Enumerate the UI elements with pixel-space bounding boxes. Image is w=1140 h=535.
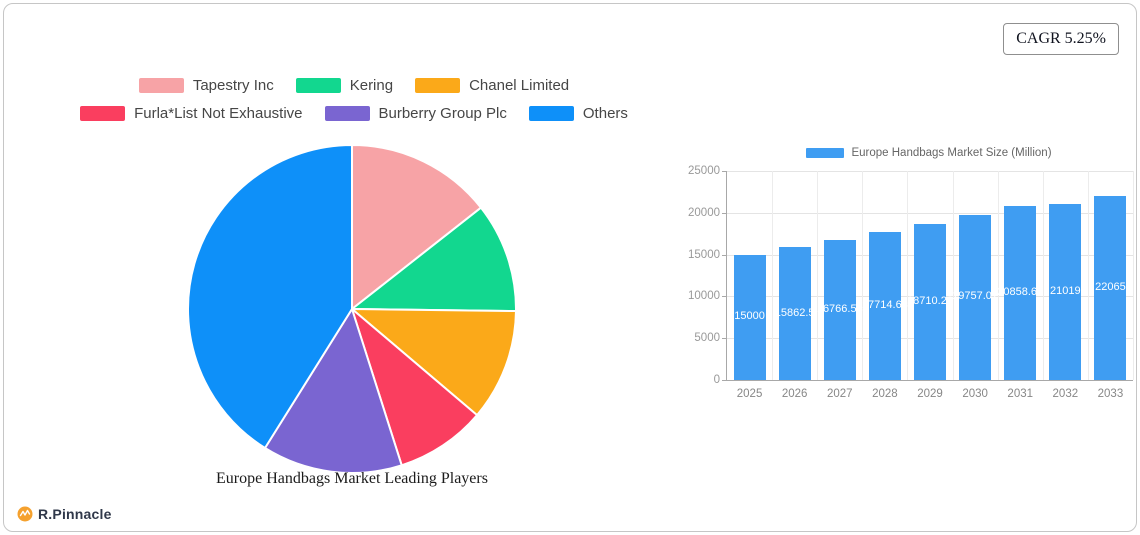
y-axis-tick	[722, 212, 726, 214]
pie-slice-chanel-limited[interactable]	[351, 308, 517, 417]
pulse-circle-icon	[17, 506, 33, 522]
legend-item-kering[interactable]: Kering	[295, 77, 394, 94]
pie-legend-row-1: Tapestry Inc Kering Chanel Limited	[44, 77, 664, 94]
x-axis-label: 2027	[826, 388, 853, 400]
bar-2029[interactable]: 18710.29	[907, 223, 953, 380]
x-gridline	[772, 171, 774, 380]
y-axis-tick	[722, 338, 726, 340]
pie-chart	[187, 144, 517, 475]
x-gridline	[1133, 171, 1134, 380]
x-axis-label: 2025	[736, 388, 763, 400]
bar-value-label: 15000	[734, 310, 765, 323]
legend-item-furla-list-not-exhaustive[interactable]: Furla*List Not Exhaustive	[80, 105, 303, 122]
x-axis-label: 2031	[1007, 388, 1034, 400]
legend-label: Chanel Limited	[469, 77, 570, 94]
pie-slice-furla-list-not-exhaustive[interactable]	[351, 308, 479, 467]
y-axis-label: 25000	[688, 165, 720, 177]
y-axis-tick	[722, 380, 726, 381]
y-axis-label: 0	[713, 374, 720, 386]
legend-swatch	[528, 106, 574, 121]
x-axis-label: 2030	[962, 388, 988, 400]
bar-value-label: 15862.5	[774, 306, 815, 319]
x-gridline	[997, 171, 999, 380]
x-gridline	[952, 171, 954, 380]
bar-legend-label: Europe Handbags Market Size (Million)	[851, 147, 1052, 159]
bar-chart: Europe Handbags Market Size (Million) 0 5…	[688, 147, 1139, 409]
y-axis-label: 10000	[688, 290, 720, 303]
legend-label: Furla*List Not Exhaustive	[134, 105, 303, 122]
bar-value-label: 22065	[1095, 280, 1126, 293]
brand-logo: R.Pinnacle	[17, 506, 112, 522]
bar-chart-legend-item[interactable]: Europe Handbags Market Size (Million)	[726, 147, 1132, 159]
legend-label: Burberry Group Plc	[378, 105, 507, 122]
pie-slice-others[interactable]	[187, 144, 353, 450]
x-gridline	[862, 171, 864, 380]
legend-swatch	[295, 78, 341, 93]
legend-item-burberry-group-plc[interactable]: Burberry Group Plc	[324, 105, 507, 122]
x-axis-label: 2033	[1097, 388, 1124, 400]
x-axis-label: 2032	[1052, 388, 1079, 400]
legend-swatch	[80, 106, 126, 121]
pie-legend: Tapestry Inc Kering Chanel Limited Furla*L…	[44, 77, 664, 122]
y-axis-tick	[722, 296, 726, 298]
pie-slice-kering[interactable]	[351, 206, 517, 313]
legend-label: Kering	[349, 77, 394, 94]
bar-value-label: 21019	[1050, 285, 1081, 298]
bar-2028[interactable]: 17714.68	[862, 231, 908, 380]
x-axis-label: 2026	[781, 388, 808, 400]
y-axis-label: 5000	[694, 332, 720, 345]
legend-swatch	[324, 106, 370, 121]
pie-slice-burberry-group-plc[interactable]	[264, 308, 403, 475]
x-gridline	[1042, 171, 1044, 380]
report-card: CAGR 5.25% Tapestry Inc Kering Chanel Limi…	[3, 3, 1137, 532]
bar-legend-swatch	[806, 148, 845, 158]
y-gridline	[727, 171, 1133, 172]
legend-swatch	[138, 78, 184, 93]
legend-item-others[interactable]: Others	[528, 105, 628, 122]
legend-item-chanel-limited[interactable]: Chanel Limited	[415, 77, 569, 94]
x-gridline	[1087, 171, 1089, 380]
x-gridline	[817, 171, 819, 380]
y-axis-tick	[722, 254, 726, 256]
legend-label: Others	[582, 105, 628, 122]
bar-plot-area: 0 5000 10000 15000 20000 25000 15000 2025 15862.…	[688, 165, 1134, 400]
bar-2033[interactable]: 22065	[1094, 195, 1127, 380]
pie-legend-row-2: Furla*List Not Exhaustive Burberry Group …	[44, 105, 664, 122]
bar-2030[interactable]: 19757.07	[952, 214, 998, 380]
x-gridline	[907, 171, 909, 380]
legend-item-tapestry-inc[interactable]: Tapestry Inc	[138, 77, 274, 94]
x-axis-label: 2028	[872, 388, 898, 400]
bar-2026[interactable]: 15862.5	[775, 247, 815, 380]
y-axis-label: 20000	[688, 206, 720, 219]
legend-label: Tapestry Inc	[192, 77, 274, 94]
pie-slice-tapestry-inc[interactable]	[351, 144, 482, 310]
cagr-badge: CAGR 5.25%	[1003, 23, 1119, 55]
pie-chart-title: Europe Handbags Market Leading Players	[216, 470, 488, 487]
y-axis-label: 15000	[688, 248, 720, 261]
bar-value-label: 16766.58	[816, 302, 863, 315]
bar-2027[interactable]: 16766.58	[817, 239, 863, 380]
y-gridline	[727, 212, 1133, 214]
bar-2032[interactable]: 21019	[1049, 204, 1082, 380]
brand-name: R.Pinnacle	[38, 506, 112, 522]
legend-swatch	[415, 78, 461, 93]
bar-2031[interactable]: 20858.69	[997, 205, 1043, 380]
y-axis-tick	[722, 171, 726, 172]
bar-2025[interactable]: 15000	[733, 254, 766, 380]
x-axis-label: 2029	[917, 388, 943, 400]
bar-value-label: 17714.68	[861, 298, 908, 311]
